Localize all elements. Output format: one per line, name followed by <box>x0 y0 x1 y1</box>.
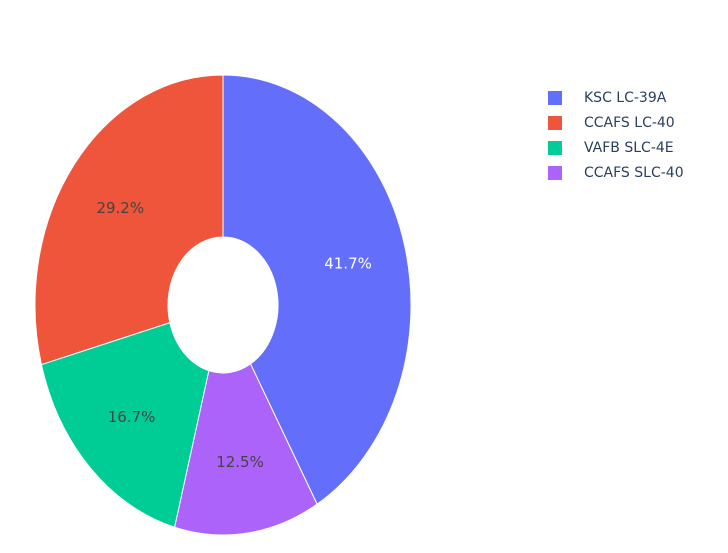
slice-ksc-lc-39a[interactable] <box>222 74 412 505</box>
legend-swatch-ksc-lc-39a <box>548 91 562 105</box>
slice-label-ksc-lc-39a: 41.7% <box>324 254 372 272</box>
legend-label-ccafs-slc-40: CCAFS SLC-40 <box>584 165 684 181</box>
legend-item-vafb-slc-4e[interactable]: VAFB SLC-4E <box>548 138 684 158</box>
legend-swatch-ccafs-slc-40 <box>548 166 562 180</box>
slice-ccafs-lc-40[interactable] <box>34 74 224 366</box>
legend: KSC LC-39A CCAFS LC-40 VAFB SLC-4E CCAFS… <box>548 88 684 183</box>
slice-vafb-slc-4e[interactable] <box>40 321 210 528</box>
legend-label-ccafs-lc-40: CCAFS LC-40 <box>584 115 675 131</box>
legend-item-ksc-lc-39a[interactable]: KSC LC-39A <box>548 88 684 108</box>
legend-swatch-vafb-slc-4e <box>548 141 562 155</box>
legend-label-vafb-slc-4e: VAFB SLC-4E <box>584 140 674 156</box>
slice-label-ccafs-lc-40: 29.2% <box>96 199 144 217</box>
legend-label-ksc-lc-39a: KSC LC-39A <box>584 90 667 106</box>
legend-item-ccafs-slc-40[interactable]: CCAFS SLC-40 <box>548 163 684 183</box>
slice-ccafs-slc-40[interactable] <box>173 363 318 536</box>
legend-swatch-ccafs-lc-40 <box>548 116 562 130</box>
legend-item-ccafs-lc-40[interactable]: CCAFS LC-40 <box>548 113 684 133</box>
slice-label-vafb-slc-4e: 16.7% <box>108 408 156 426</box>
slice-label-ccafs-slc-40: 12.5% <box>216 453 264 471</box>
